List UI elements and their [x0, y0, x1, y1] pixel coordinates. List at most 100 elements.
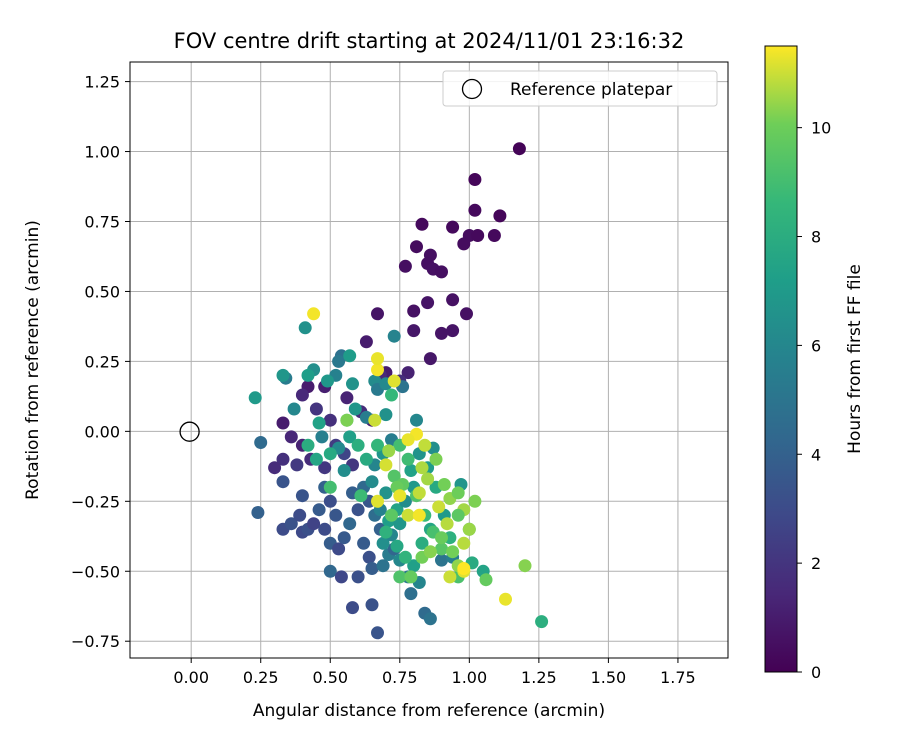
data-point — [312, 416, 326, 430]
data-point — [323, 494, 337, 508]
y-tick-label: 0.50 — [84, 282, 120, 301]
data-point — [407, 324, 421, 338]
y-axis-ticks: −0.75 −0.50 −0.25 0.00 0.25 0.50 0.75 1.00 1.25 — [71, 73, 130, 651]
data-point — [382, 444, 396, 458]
data-point — [359, 452, 373, 466]
data-point — [312, 503, 326, 517]
data-point — [387, 374, 401, 388]
data-point — [287, 402, 301, 416]
data-point — [368, 413, 382, 427]
data-point — [379, 525, 393, 539]
data-point — [376, 536, 390, 550]
data-point — [354, 489, 368, 503]
data-point — [346, 377, 359, 391]
data-point — [276, 452, 290, 466]
data-point — [343, 349, 357, 363]
data-point — [387, 469, 401, 483]
data-point — [385, 508, 398, 522]
data-point — [332, 542, 346, 556]
data-point — [379, 408, 393, 422]
y-tick-label: 0.75 — [84, 212, 120, 231]
data-point — [446, 545, 460, 559]
data-point — [329, 508, 343, 522]
data-point — [284, 517, 298, 531]
data-point — [435, 265, 448, 279]
data-point — [401, 508, 415, 522]
data-point — [321, 374, 334, 388]
data-point — [457, 237, 471, 251]
data-point — [451, 508, 465, 522]
data-point — [323, 413, 337, 427]
colorbar-tick-label: 2 — [811, 554, 821, 573]
data-point — [340, 413, 354, 427]
plot-frame — [129, 61, 729, 659]
data-point — [293, 508, 307, 522]
data-point — [446, 324, 460, 338]
x-tick-label: 1.00 — [452, 668, 488, 687]
data-point — [390, 539, 404, 553]
data-point — [284, 430, 298, 444]
data-point — [307, 307, 321, 321]
y-tick-label: 0.00 — [84, 422, 120, 441]
data-point — [385, 388, 398, 402]
data-point — [398, 550, 412, 564]
data-point — [415, 461, 429, 475]
data-point — [457, 536, 471, 550]
data-point — [435, 326, 448, 340]
data-point — [437, 478, 451, 491]
data-point — [418, 438, 432, 452]
data-point — [379, 458, 393, 472]
x-tick-label: 0.00 — [173, 668, 209, 687]
data-point — [415, 217, 429, 231]
data-point — [446, 220, 460, 234]
data-point — [340, 391, 354, 405]
data-point — [337, 531, 351, 545]
legend-box — [442, 70, 718, 107]
data-point — [276, 368, 290, 382]
colorbar-tick-label: 6 — [811, 336, 821, 355]
data-point — [398, 259, 412, 273]
data-point — [535, 615, 549, 629]
data-point — [410, 413, 423, 427]
x-tick-label: 1.75 — [660, 668, 696, 687]
data-point — [371, 438, 384, 452]
data-point — [468, 494, 482, 508]
data-point — [401, 433, 415, 447]
colorbar-tick-label: 8 — [811, 228, 821, 247]
colorbar-tick-label: 10 — [811, 119, 831, 138]
data-point — [410, 240, 423, 254]
colorbar-gradient — [764, 45, 798, 673]
data-point — [365, 475, 379, 489]
data-point — [493, 209, 507, 223]
x-tick-label: 1.25 — [521, 668, 557, 687]
data-point — [276, 416, 290, 430]
data-point — [251, 506, 265, 519]
data-point — [365, 562, 379, 575]
y-tick-label: −0.25 — [71, 492, 120, 511]
y-tick-label: −0.75 — [71, 632, 120, 651]
x-tick-label: 1.50 — [591, 668, 627, 687]
data-point — [371, 352, 384, 366]
chart-title: FOV centre drift starting at 2024/11/01 … — [174, 29, 685, 53]
data-point — [499, 592, 512, 606]
data-point — [346, 601, 359, 615]
data-point — [323, 447, 337, 461]
data-point — [512, 142, 526, 156]
data-point — [435, 553, 448, 567]
data-point — [323, 480, 337, 494]
data-point — [309, 452, 323, 466]
data-point — [309, 402, 323, 416]
y-tick-label: 1.00 — [84, 143, 120, 162]
data-point — [393, 570, 407, 584]
data-point — [371, 363, 384, 377]
data-point — [401, 452, 415, 466]
data-point — [423, 545, 437, 559]
data-point — [401, 366, 415, 380]
data-point — [471, 229, 485, 242]
y-axis-label: Rotation from reference (arcmin) — [23, 220, 43, 500]
data-point — [348, 402, 362, 416]
data-point — [276, 475, 290, 489]
data-point — [404, 570, 418, 584]
data-point — [404, 464, 418, 477]
